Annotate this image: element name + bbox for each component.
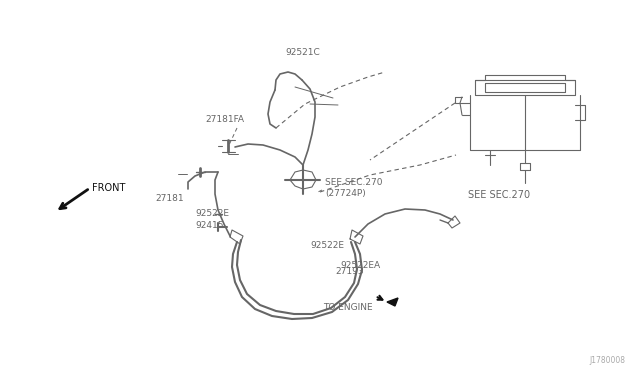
Text: FRONT: FRONT [92, 183, 125, 193]
Text: 92521C: 92521C [285, 48, 320, 57]
Text: 92522E: 92522E [310, 241, 344, 250]
Polygon shape [387, 298, 398, 306]
Text: 27181FA: 27181FA [205, 115, 244, 124]
Text: SEE SEC.270
(27724P): SEE SEC.270 (27724P) [325, 178, 383, 198]
Text: 27193: 27193 [335, 267, 364, 276]
Text: 92415: 92415 [195, 221, 223, 230]
Text: SEE SEC.270: SEE SEC.270 [468, 190, 530, 200]
Text: 92522E: 92522E [195, 208, 229, 218]
Text: TO ENGINE: TO ENGINE [323, 304, 372, 312]
Text: 92522EA: 92522EA [340, 260, 380, 269]
Text: 27181: 27181 [155, 193, 184, 202]
Text: J1780008: J1780008 [589, 356, 625, 365]
